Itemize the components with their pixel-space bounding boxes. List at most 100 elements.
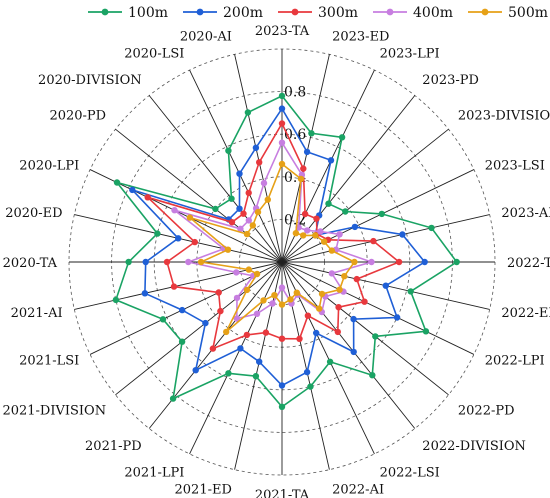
data-point bbox=[421, 258, 428, 266]
radar-spoke bbox=[115, 128, 283, 263]
radar-spoke bbox=[148, 95, 283, 263]
data-point bbox=[350, 348, 357, 356]
category-label: 2023-ED bbox=[332, 30, 389, 45]
data-point bbox=[278, 105, 286, 112]
legend-label: 500m bbox=[508, 5, 548, 21]
category-label: 2023-DIVISION bbox=[458, 109, 550, 124]
data-point bbox=[372, 333, 379, 340]
legend-item-400m: 400m bbox=[373, 5, 453, 21]
data-point bbox=[313, 215, 320, 222]
data-point bbox=[178, 338, 186, 345]
data-point bbox=[236, 205, 243, 212]
radial-tick-label: 0.2 bbox=[284, 212, 306, 228]
radar-spoke bbox=[234, 54, 283, 263]
data-point bbox=[278, 120, 286, 127]
data-point bbox=[253, 310, 261, 317]
data-point bbox=[278, 301, 286, 308]
category-label: 2021-LPI bbox=[124, 466, 184, 481]
category-label: 2020-PD bbox=[49, 109, 106, 124]
data-point bbox=[223, 328, 230, 336]
data-point bbox=[296, 335, 303, 342]
legend-item-300m: 300m bbox=[278, 5, 358, 21]
data-point bbox=[260, 179, 268, 187]
data-point bbox=[318, 290, 326, 298]
data-point bbox=[212, 205, 219, 213]
data-point bbox=[304, 227, 311, 234]
data-point bbox=[245, 217, 252, 224]
data-point bbox=[252, 144, 260, 151]
data-point bbox=[422, 328, 430, 335]
category-label: 2023-TA bbox=[255, 24, 310, 39]
radar-spoke bbox=[281, 169, 475, 263]
category-label: 2022-TA bbox=[507, 256, 550, 271]
category-label: 2023-LPI bbox=[380, 46, 440, 61]
radar-spoke bbox=[281, 128, 449, 263]
data-point bbox=[237, 345, 244, 352]
data-point bbox=[202, 319, 209, 327]
data-point bbox=[453, 258, 460, 266]
data-point bbox=[169, 395, 177, 402]
data-point bbox=[395, 258, 403, 266]
data-point bbox=[129, 186, 136, 194]
legend-marker bbox=[481, 8, 489, 16]
data-point bbox=[163, 258, 171, 266]
data-point bbox=[307, 383, 314, 390]
data-point bbox=[170, 283, 178, 290]
data-point bbox=[243, 286, 251, 294]
legend-item-100m: 100m bbox=[88, 5, 168, 21]
data-point bbox=[287, 296, 294, 303]
legend-label: 400m bbox=[413, 5, 453, 21]
data-point bbox=[264, 196, 271, 203]
data-point bbox=[341, 273, 348, 280]
legend-label: 300m bbox=[318, 5, 358, 21]
category-label: 2021-PD bbox=[85, 439, 142, 454]
data-point bbox=[361, 298, 368, 305]
data-point bbox=[225, 147, 232, 154]
data-point bbox=[351, 223, 359, 231]
category-label: 2022-AI bbox=[332, 482, 384, 497]
data-point bbox=[254, 208, 262, 216]
radar-spoke bbox=[281, 54, 330, 263]
radar-spoke bbox=[89, 261, 283, 355]
data-point bbox=[300, 232, 307, 239]
data-point bbox=[336, 286, 343, 293]
data-point bbox=[191, 238, 198, 246]
radar-spoke bbox=[189, 261, 283, 455]
legend-item-200m: 200m bbox=[183, 5, 263, 21]
category-label: 2022-PD bbox=[458, 403, 515, 418]
data-point bbox=[228, 195, 235, 202]
radar-series bbox=[112, 92, 460, 410]
data-point bbox=[382, 282, 389, 289]
series-500m bbox=[186, 160, 358, 336]
data-point bbox=[399, 231, 406, 238]
legend-marker bbox=[101, 8, 109, 16]
data-point bbox=[112, 296, 120, 304]
data-point bbox=[260, 297, 267, 304]
data-point bbox=[317, 228, 324, 235]
data-point bbox=[428, 224, 435, 232]
data-point bbox=[378, 210, 385, 218]
data-point bbox=[303, 148, 311, 156]
data-point bbox=[236, 170, 243, 177]
data-point bbox=[278, 403, 286, 410]
series-line bbox=[147, 121, 401, 350]
data-point bbox=[407, 288, 414, 295]
radar-spoke bbox=[148, 261, 283, 429]
chart-legend: 100m 200m 300m 400m 500m bbox=[88, 5, 548, 21]
radial-tick-label: 0.8 bbox=[284, 85, 306, 101]
data-point bbox=[224, 246, 232, 253]
series-200m bbox=[129, 105, 428, 389]
category-label: 2020-LSI bbox=[124, 46, 184, 61]
data-point bbox=[278, 284, 286, 291]
radar-spoke bbox=[281, 261, 416, 429]
data-point bbox=[325, 200, 332, 207]
legend-marker bbox=[196, 8, 204, 16]
series-300m bbox=[144, 120, 403, 352]
data-point bbox=[335, 304, 342, 311]
data-point bbox=[185, 258, 192, 266]
data-point bbox=[209, 345, 217, 352]
data-point bbox=[293, 289, 300, 296]
data-point bbox=[321, 238, 328, 245]
